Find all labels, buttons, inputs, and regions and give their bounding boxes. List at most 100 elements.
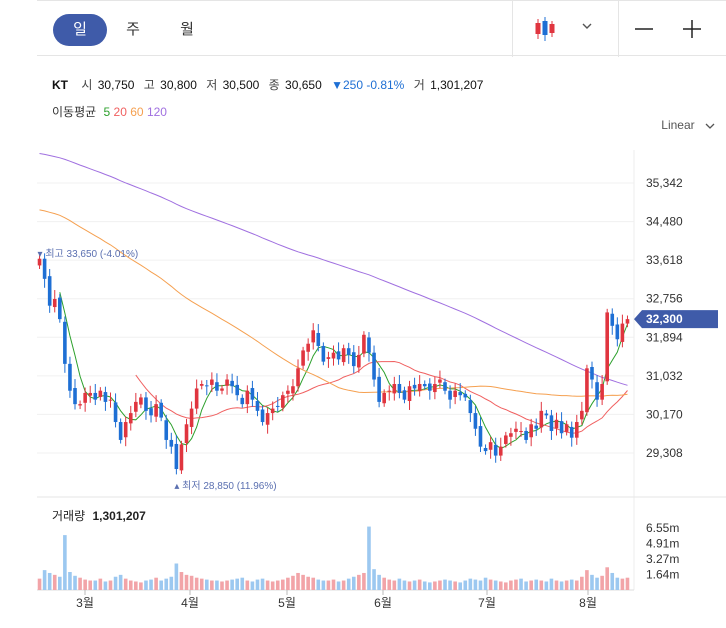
y-tick-label: 32,756 [646, 292, 683, 306]
volume-bar [311, 577, 316, 590]
tab-weekly[interactable]: 주 [126, 21, 140, 38]
candle [296, 359, 300, 392]
x-tick-label: 7월 [478, 596, 496, 610]
x-tick-label: 6월 [374, 596, 392, 610]
volume-bar [534, 579, 539, 590]
volume-bar [149, 579, 153, 590]
volume-bar [179, 572, 184, 590]
volume-bar [433, 581, 437, 590]
price-info: KT 시 30,750 고 30,800 저 30,500 종 30,650 ▼… [52, 76, 485, 93]
candle [291, 379, 295, 401]
volume-bar [554, 580, 559, 590]
volume-bar [625, 577, 630, 590]
volume-bar [590, 574, 594, 590]
ma-line-120 [39, 153, 628, 386]
volume-bar [331, 579, 336, 590]
volume-bar [498, 581, 503, 590]
candle [159, 399, 163, 422]
volume-bar [220, 581, 224, 590]
volume-bar [108, 580, 113, 590]
volume-bar [301, 574, 305, 590]
candle [321, 342, 326, 366]
volume-bar [199, 578, 204, 590]
chevron-down-icon[interactable] [580, 19, 594, 33]
scale-label: Linear [661, 118, 695, 132]
volume-bar [169, 576, 174, 590]
candle [169, 432, 174, 454]
svg-text:32,300: 32,300 [646, 312, 683, 326]
divider [618, 1, 619, 57]
volume-bar [194, 577, 199, 590]
scale-selector[interactable]: Linear [661, 118, 716, 132]
volume-bar [260, 578, 265, 590]
volume-bar [574, 580, 579, 590]
candle [615, 317, 620, 347]
candle [351, 345, 356, 374]
candle [377, 367, 381, 408]
y-tick-label: 31,894 [646, 330, 683, 344]
ticker: KT [52, 78, 68, 92]
candle [194, 379, 199, 414]
candle [63, 316, 67, 373]
candle [519, 422, 523, 437]
volume-tick-label: 1.64m [646, 567, 679, 581]
ma-120: 120 [146, 105, 167, 119]
candle [83, 387, 87, 412]
volume-bar [189, 575, 194, 590]
volume-bar [296, 572, 300, 590]
candle [357, 345, 361, 373]
volume-bar [422, 581, 427, 590]
candle [286, 385, 290, 403]
volume-bar [559, 581, 564, 590]
volume-bar [250, 581, 255, 590]
high-value: 30,800 [160, 78, 197, 92]
candle [78, 400, 82, 410]
y-tick-label: 29,308 [646, 446, 683, 460]
volume-bar [605, 567, 609, 590]
candle [301, 346, 305, 370]
volume-bar [291, 575, 295, 590]
volume-bar [154, 577, 158, 590]
volume-bar [240, 577, 245, 590]
candle [123, 416, 128, 447]
candle [220, 384, 224, 395]
volume-bar [184, 574, 189, 590]
candle [235, 375, 240, 401]
candle [103, 386, 108, 411]
candle [509, 427, 513, 446]
candle [595, 375, 599, 407]
candlestick-icon[interactable] [532, 15, 562, 43]
volume-bar [286, 577, 290, 590]
tab-monthly[interactable]: 월 [180, 21, 194, 38]
volume-bar [615, 577, 620, 590]
x-tick-label: 8월 [579, 596, 597, 610]
candle [189, 401, 194, 435]
volume-bar [564, 580, 569, 590]
candle [362, 331, 366, 358]
volume-bar [387, 579, 392, 590]
volume-bar [569, 579, 574, 590]
candle [336, 342, 341, 365]
tab-daily[interactable]: 일 [53, 14, 107, 46]
minus-icon[interactable] [634, 19, 654, 39]
volume-bar [357, 574, 361, 590]
volume-value: 1,301,207 [430, 78, 484, 92]
plus-icon[interactable] [682, 19, 702, 39]
volume-bar [255, 579, 260, 590]
volume-bar [52, 574, 57, 590]
x-tick-label: 4월 [181, 596, 199, 610]
close-value: 30,650 [285, 78, 322, 92]
volume-bar [174, 563, 179, 590]
volume-title-label: 거래량 [52, 509, 86, 523]
candle [164, 414, 169, 449]
candle [154, 395, 158, 423]
volume-bar [78, 577, 82, 590]
volume-bar [42, 570, 47, 590]
candle [574, 414, 579, 445]
max-annotation: ▾ 최고 33,650 (-4.01%) [38, 248, 139, 260]
volume-bar [204, 579, 209, 590]
candle [128, 405, 133, 431]
volume-bar [230, 579, 234, 590]
volume-bar [37, 578, 42, 590]
candle [37, 255, 42, 270]
